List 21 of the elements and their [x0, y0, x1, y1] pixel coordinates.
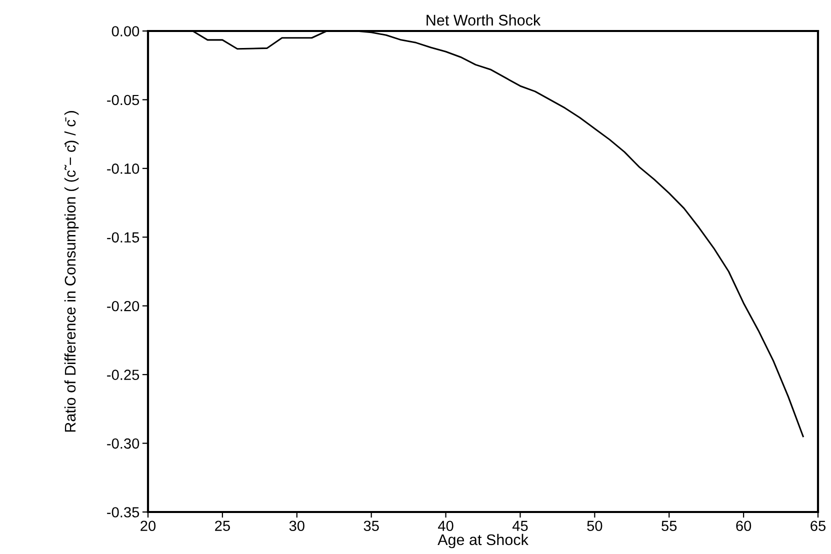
y-tick-label: -0.05 — [107, 94, 140, 106]
x-tick-label: 20 — [140, 520, 156, 532]
x-tick-label: 50 — [587, 520, 602, 532]
y-tick-label: -0.30 — [107, 438, 140, 449]
y-tick-label: -0.35 — [107, 507, 140, 518]
y-tick-label: -0.10 — [107, 164, 140, 174]
x-tick-label: 25 — [215, 520, 230, 532]
y-tick-label: 0.00 — [112, 26, 140, 36]
x-tick-label: 30 — [289, 520, 304, 532]
x-tick-label: 40 — [438, 520, 454, 532]
y-tick-label: -0.15 — [107, 232, 140, 243]
y-tick-label: -0.20 — [107, 300, 140, 312]
x-tick-label: 65 — [810, 520, 826, 532]
x-tick-label: 45 — [512, 520, 528, 532]
y-tick-label: -0.25 — [107, 370, 140, 380]
x-tick-label: 60 — [736, 520, 752, 532]
x-tick-label: 35 — [364, 520, 379, 532]
y-axis-title: Ratio of Difference in Consumption ( (c̃ − c̄) / c̄ ) — [64, 111, 79, 432]
x-axis-title: Age at Shock — [438, 534, 528, 548]
chart-title: Net Worth Shock — [426, 14, 541, 26]
x-tick-label: 55 — [662, 520, 677, 532]
